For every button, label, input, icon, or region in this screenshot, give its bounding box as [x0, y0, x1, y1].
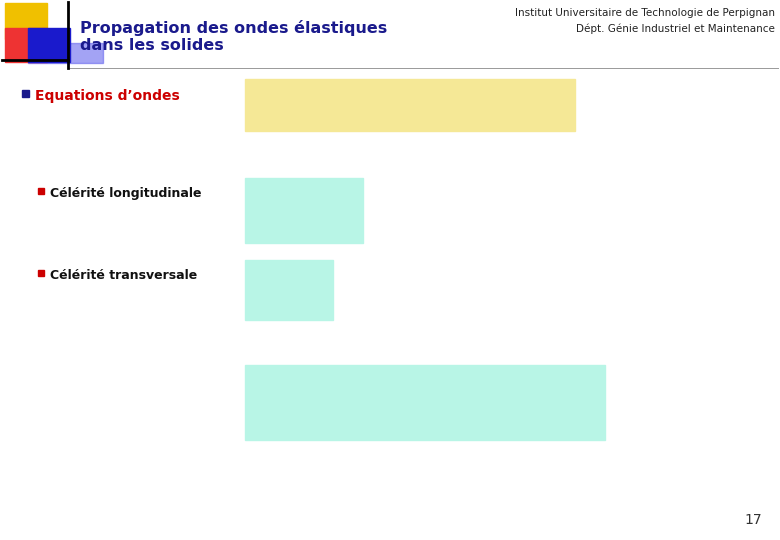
Bar [28, 28, 70, 62]
Bar [245, 260, 333, 320]
Text: dans les solides: dans les solides [80, 38, 224, 53]
Text: Propagation des ondes élastiques: Propagation des ondes élastiques [80, 20, 387, 36]
Bar [28, 43, 103, 63]
Text: 17: 17 [744, 513, 762, 527]
Bar [5, 28, 47, 62]
Bar [245, 365, 605, 440]
Bar [38, 188, 44, 194]
Text: Dépt. Génie Industriel et Maintenance: Dépt. Génie Industriel et Maintenance [576, 24, 775, 35]
Bar [38, 270, 44, 276]
Text: Célérité transversale: Célérité transversale [50, 269, 197, 282]
Text: Célérité longitudinale: Célérité longitudinale [50, 187, 201, 200]
Bar [22, 90, 29, 97]
Text: Equations d’ondes: Equations d’ondes [35, 89, 179, 103]
Bar [245, 79, 575, 131]
Bar [245, 178, 363, 243]
Text: Institut Universitaire de Technologie de Perpignan: Institut Universitaire de Technologie de… [515, 8, 775, 18]
Bar [5, 3, 47, 39]
